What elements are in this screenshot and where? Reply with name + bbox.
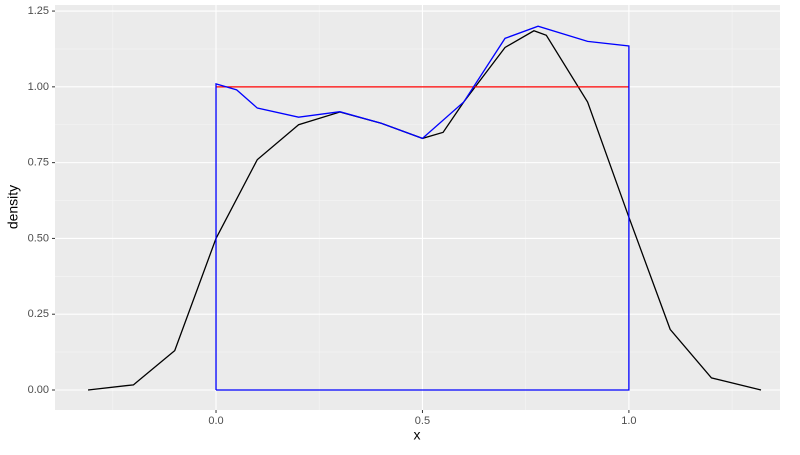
x-axis-label: x <box>414 427 421 443</box>
y-axis-label: density <box>5 185 21 229</box>
line <box>215 25 630 391</box>
y-tick-label: 0.00 <box>28 384 49 396</box>
panel <box>55 5 780 410</box>
x-tick-label: 0.0 <box>208 415 223 427</box>
x-tick-label: 1.0 <box>621 415 636 427</box>
y-tick-label: 1.00 <box>28 81 49 93</box>
y-tick-label: 1.25 <box>28 5 49 17</box>
x-tick-label: 0.5 <box>415 415 430 427</box>
y-tick-label: 0.75 <box>28 157 49 169</box>
y-tick-label: 0.25 <box>28 308 49 320</box>
y-tick-label: 0.50 <box>28 232 49 244</box>
